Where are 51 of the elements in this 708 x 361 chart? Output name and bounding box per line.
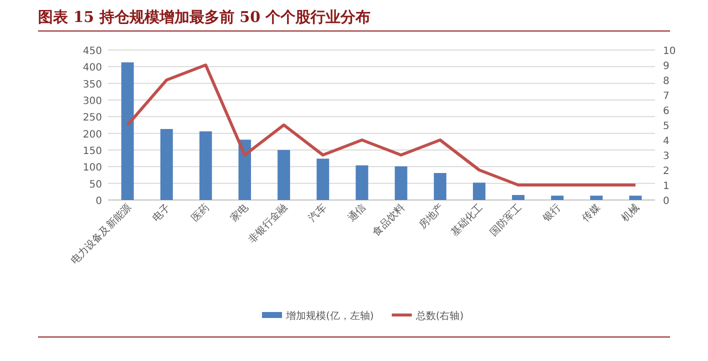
y2-tick-label: 4	[663, 136, 670, 147]
x-tick-label: 食品饮料	[370, 202, 408, 238]
y2-tick-label: 6	[663, 106, 670, 117]
y-tick-label: 450	[82, 46, 102, 57]
y-tick-label: 300	[82, 96, 102, 107]
x-tick-label: 通信	[345, 202, 368, 224]
y2-tick-label: 8	[663, 76, 670, 87]
bar	[434, 173, 446, 200]
y2-tick-label: 9	[663, 61, 670, 72]
bar	[512, 195, 524, 200]
bar	[316, 158, 330, 200]
chart-title: 图表 15 持仓规模增加最多前 50 个个股行业分布	[38, 8, 371, 26]
x-tick-label: 房地产	[416, 202, 446, 232]
y2-tick-label: 1	[663, 181, 670, 192]
x-tick-label: 医药	[189, 202, 212, 224]
x-tick-label: 机械	[618, 202, 642, 224]
legend-label: 总数(右轴)	[414, 310, 464, 322]
bar	[121, 62, 134, 200]
y2-tick-label: 7	[663, 91, 670, 102]
bar	[394, 166, 408, 200]
x-tick-label: 汽车	[306, 202, 330, 224]
y2-tick-label: 0	[663, 196, 670, 207]
bar	[629, 196, 642, 200]
bar	[278, 150, 290, 200]
bar	[551, 196, 564, 200]
y2-tick-label: 5	[663, 121, 670, 132]
bar	[356, 165, 368, 200]
y-tick-label: 250	[82, 112, 102, 124]
y2-tick-label: 2	[663, 166, 670, 177]
x-tick-label: 电子	[150, 202, 173, 224]
y-tick-label: 50	[89, 179, 102, 190]
legend-label: 增加规模(亿，左轴)	[285, 310, 374, 322]
x-tick-label: 传媒	[580, 202, 603, 224]
bar	[160, 129, 173, 200]
x-tick-label: 基础化工	[448, 202, 486, 238]
y-tick-label: 350	[82, 79, 102, 90]
x-tick-label: 家电	[228, 202, 251, 224]
y-tick-label: 100	[82, 162, 102, 174]
bar	[199, 131, 212, 200]
y2-tick-label: 3	[663, 151, 670, 162]
y-tick-label: 150	[82, 146, 102, 157]
x-tick-label: 银行	[540, 202, 564, 225]
y-tick-label: 400	[82, 62, 102, 74]
y-tick-label: 0	[96, 196, 102, 207]
x-tick-label: 国防军工	[488, 202, 524, 238]
line-series	[126, 64, 637, 186]
bar	[472, 182, 486, 200]
y-tick-label: 200	[82, 129, 102, 140]
bar	[238, 140, 251, 200]
bar	[590, 196, 603, 200]
y2-tick-label: 10	[663, 46, 676, 57]
